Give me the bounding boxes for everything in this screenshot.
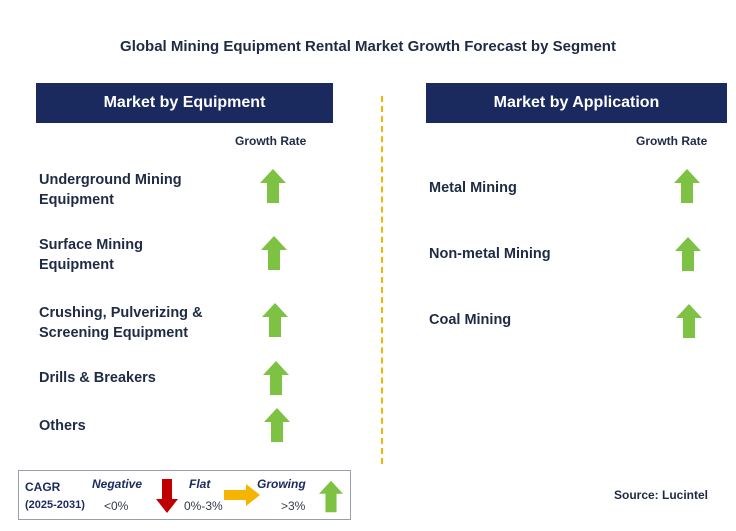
legend-negative-value: <0%	[104, 499, 129, 513]
equipment-item-label: Crushing, Pulverizing &	[39, 305, 203, 321]
source-note: Source: Lucintel	[614, 488, 709, 502]
equipment-item-drills: Drills & Breakers	[39, 368, 156, 388]
equipment-item-label: Equipment	[39, 257, 114, 273]
equipment-item-label: Others	[39, 418, 86, 434]
growing-arrow-icon	[260, 169, 286, 203]
equipment-item-crushing: Crushing, Pulverizing & Screening Equipm…	[39, 303, 203, 343]
equipment-item-underground: Underground Mining Equipment	[39, 170, 182, 210]
legend-flat-value: 0%-3%	[184, 499, 223, 513]
legend-negative-label: Negative	[92, 477, 143, 491]
growing-arrow-icon	[261, 236, 287, 270]
application-item-coal: Coal Mining	[429, 312, 512, 328]
equipment-item-surface: Surface Mining Equipment	[39, 235, 143, 275]
growing-arrow-icon	[262, 303, 288, 337]
application-item-metal: Metal Mining	[429, 180, 517, 196]
legend-flat-label: Flat	[189, 477, 211, 491]
growing-arrow-icon	[264, 408, 290, 442]
legend-cagr-label: CAGR	[25, 480, 61, 494]
growing-arrow-icon	[674, 169, 700, 203]
application-header: Market by Application	[426, 83, 727, 123]
application-growth-rate-label: Growth Rate	[636, 134, 708, 148]
flat-arrow-icon	[224, 484, 260, 506]
cagr-legend: CAGR (2025-2031) Negative <0% Flat 0%-3%…	[18, 470, 351, 520]
negative-arrow-icon	[156, 479, 178, 513]
legend-growing-value: >3%	[281, 499, 306, 513]
application-item-nonmetal: Non-metal Mining	[429, 246, 551, 262]
growing-arrow-icon	[319, 480, 343, 513]
legend-growing-label: Growing	[257, 477, 306, 491]
growing-arrow-icon	[676, 304, 702, 338]
panel-divider	[381, 96, 383, 464]
equipment-item-label: Underground Mining	[39, 172, 182, 188]
equipment-item-others: Others	[39, 416, 86, 436]
equipment-item-label: Drills & Breakers	[39, 370, 156, 386]
equipment-item-label: Surface Mining	[39, 237, 143, 253]
equipment-header: Market by Equipment	[36, 83, 333, 123]
page-title: Global Mining Equipment Rental Market Gr…	[120, 38, 616, 55]
equipment-item-label: Equipment	[39, 192, 114, 208]
growing-arrow-icon	[263, 361, 289, 395]
growing-arrow-icon	[675, 237, 701, 271]
legend-period: (2025-2031)	[25, 499, 85, 511]
application-header-label: Market by Application	[493, 94, 660, 111]
equipment-header-label: Market by Equipment	[103, 94, 266, 111]
equipment-item-label: Screening Equipment	[39, 325, 189, 341]
equipment-growth-rate-label: Growth Rate	[235, 134, 307, 148]
